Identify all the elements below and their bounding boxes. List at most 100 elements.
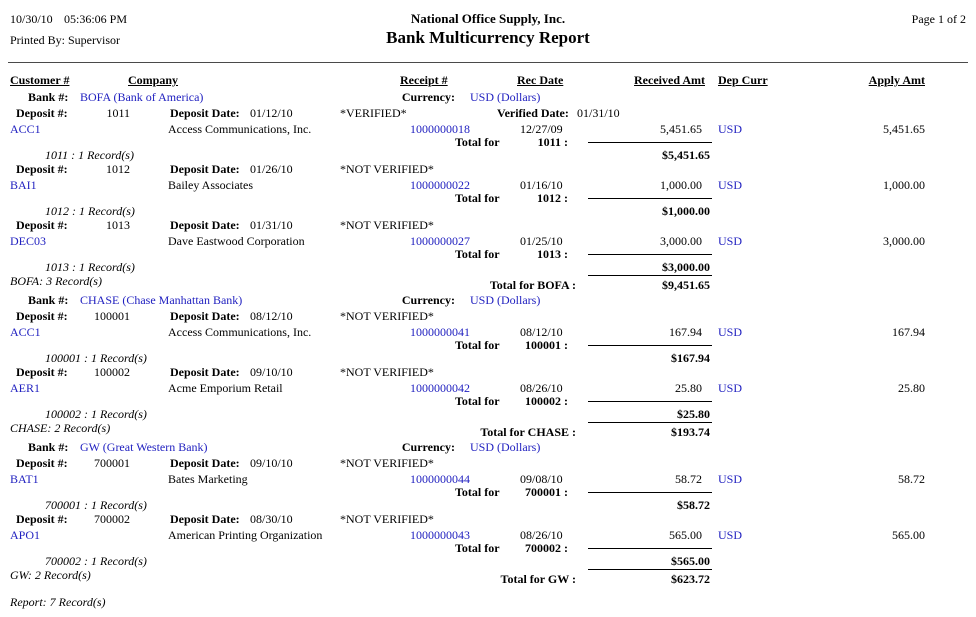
receipt-link[interactable]: 1000000027 [410,234,470,248]
received-amount: 1,000.00 [660,178,702,192]
deposit-summary-line: 1012 : 1 Record(s) $1,000.00 [0,204,976,218]
receipt-link[interactable]: 1000000042 [410,381,470,395]
customer-link[interactable]: APO1 [10,528,41,542]
deposit-records: 700001 : 1 Record(s) [45,498,147,512]
verify-status: *NOT VERIFIED* [340,512,434,526]
dep-currency-link[interactable]: USD [718,472,743,486]
customer-company: Acme Emporium Retail [168,381,283,395]
deposit-total-amount: $565.00 [671,554,710,568]
bank-total-label: Total for CHASE : [480,425,576,439]
deposit-total-line: Total for 700002 : [0,541,976,555]
dep-currency-link[interactable]: USD [718,234,743,248]
col-customer: Customer # [10,73,70,87]
deposit-row: Deposit #: 100001 Deposit Date: 08/12/10… [0,309,976,325]
currency-link[interactable]: USD (Dollars) [470,90,541,104]
dep-currency-link[interactable]: USD [718,122,743,136]
deposit-date-label: Deposit Date: [170,106,240,120]
received-amount: 167.94 [669,325,702,339]
received-amount: 3,000.00 [660,234,702,248]
receipt-link[interactable]: 1000000041 [410,325,470,339]
deposit-number: 700002 [94,512,130,526]
customer-link[interactable]: BAI1 [10,178,37,192]
receipt-row: AER1 Acme Emporium Retail 1000000042 08/… [0,381,976,397]
header-rule [8,62,968,63]
printed-by: Printed By: Supervisor [10,33,120,47]
verified-date: 01/31/10 [577,106,620,120]
deposit-date: 01/12/10 [250,106,293,120]
deposit-number: 100001 [94,309,130,323]
deposit-total-line: Total for 100002 : [0,394,976,408]
deposit-label: Deposit #: [16,162,68,176]
currency-link[interactable]: USD (Dollars) [470,440,541,454]
deposit-label: Deposit #: [16,218,68,232]
deposit-total-amount: $3,000.00 [662,260,710,274]
dep-currency-link[interactable]: USD [718,528,743,542]
deposit-row: Deposit #: 1012 Deposit Date: 01/26/10 *… [0,162,976,178]
bank-total-row: GW: 2 Record(s) Total for GW : $623.72 [0,568,976,587]
bank-row: Bank #: CHASE (Chase Manhattan Bank) Cur… [0,293,976,309]
receipt-link[interactable]: 1000000022 [410,178,470,192]
total-for-label: Total for [455,394,500,408]
verify-status: *NOT VERIFIED* [340,309,434,323]
total-rule [588,492,712,493]
bank-total-label: Total for GW : [500,572,576,586]
deposit-records: 1011 : 1 Record(s) [45,148,134,162]
currency-label: Currency: [401,90,455,104]
total-rule [588,548,712,549]
receipt-date: 01/16/10 [520,178,563,192]
received-amount: 565.00 [669,528,702,542]
deposit-date: 09/10/10 [250,365,293,379]
deposit-records: 1012 : 1 Record(s) [45,204,135,218]
receipt-row: BAT1 Bates Marketing 1000000044 09/08/10… [0,472,976,488]
total-rule [588,569,712,570]
bank-label: Bank #: [28,293,69,307]
verify-status: *NOT VERIFIED* [340,162,434,176]
total-deposit-number: 1013 : [537,247,568,261]
bank-link[interactable]: GW (Great Western Bank) [80,440,208,454]
deposit-label: Deposit #: [16,456,68,470]
deposit-row: Deposit #: 700002 Deposit Date: 08/30/10… [0,512,976,528]
bank-label: Bank #: [28,90,69,104]
receipt-link[interactable]: 1000000018 [410,122,470,136]
total-deposit-number: 1011 : [537,135,568,149]
received-amount: 5,451.65 [660,122,702,136]
receipt-date: 01/25/10 [520,234,563,248]
customer-link[interactable]: ACC1 [10,122,41,136]
bank-records: BOFA: 3 Record(s) [10,274,102,288]
dep-currency-link[interactable]: USD [718,325,743,339]
apply-amount: 58.72 [898,472,925,486]
col-apply-amt: Apply Amt [868,73,925,87]
deposit-date: 09/10/10 [250,456,293,470]
page-indicator: Page 1 of 2 [911,12,966,26]
bank-link[interactable]: BOFA (Bank of America) [80,90,204,104]
customer-link[interactable]: ACC1 [10,325,41,339]
deposit-date: 08/30/10 [250,512,293,526]
customer-link[interactable]: BAT1 [10,472,39,486]
customer-company: American Printing Organization [168,528,323,542]
dep-currency-link[interactable]: USD [718,381,743,395]
total-deposit-number: 700001 : [525,485,568,499]
bank-total-amount: $9,451.65 [662,278,710,292]
receipt-link[interactable]: 1000000044 [410,472,470,486]
receipt-link[interactable]: 1000000043 [410,528,470,542]
currency-link[interactable]: USD (Dollars) [470,293,541,307]
customer-link[interactable]: AER1 [10,381,40,395]
customer-link[interactable]: DEC03 [10,234,46,248]
deposit-date: 01/31/10 [250,218,293,232]
verify-status: *NOT VERIFIED* [340,218,434,232]
deposit-records: 100001 : 1 Record(s) [45,351,147,365]
receipt-row: ACC1 Access Communications, Inc. 1000000… [0,122,976,138]
receipt-date: 08/12/10 [520,325,563,339]
receipt-row: ACC1 Access Communications, Inc. 1000000… [0,325,976,341]
col-received-amt: Received Amt [634,73,705,87]
bank-total-row: CHASE: 2 Record(s) Total for CHASE : $19… [0,421,976,440]
deposit-label: Deposit #: [16,106,68,120]
total-for-label: Total for [455,338,500,352]
deposit-number: 1012 [106,162,130,176]
deposit-summary-line: 100002 : 1 Record(s) $25.80 [0,407,976,421]
dep-currency-link[interactable]: USD [718,178,743,192]
bank-link[interactable]: CHASE (Chase Manhattan Bank) [80,293,243,307]
total-rule [588,254,712,255]
bank-total-amount: $193.74 [671,425,710,439]
receipt-date: 09/08/10 [520,472,563,486]
